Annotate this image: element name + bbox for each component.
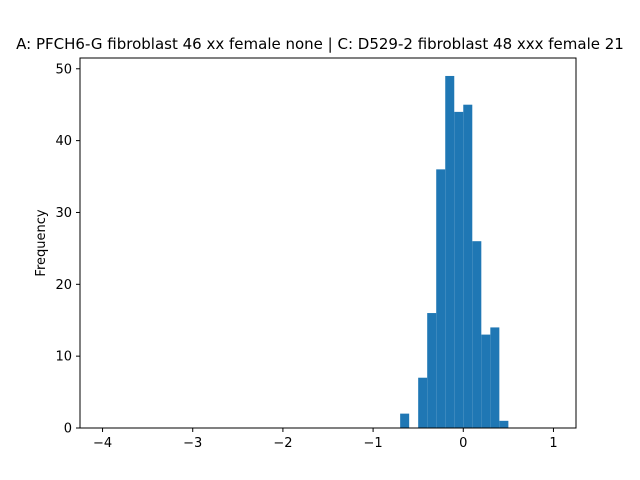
- y-tick-label: 10: [55, 350, 72, 365]
- y-tick-label: 30: [55, 206, 72, 221]
- x-tick-label: −3: [183, 436, 202, 451]
- histogram-bar-8: [481, 334, 491, 428]
- x-tick-label: 1: [549, 436, 557, 451]
- histogram-bar-6: [463, 104, 473, 428]
- histogram-bar-7: [472, 241, 482, 428]
- y-tick-label: 0: [64, 422, 72, 437]
- plot-frame: [79, 57, 577, 429]
- histogram-bar-9: [490, 327, 500, 428]
- histogram-bar-1: [418, 377, 428, 428]
- x-tick-label: −1: [364, 436, 383, 451]
- histogram-bar-5: [454, 111, 464, 428]
- x-tick-label: 0: [459, 436, 467, 451]
- y-tick-label: 20: [55, 278, 72, 293]
- x-tick-label: −2: [273, 436, 292, 451]
- histogram-bar-4: [445, 75, 455, 429]
- histogram-bar-10: [499, 420, 509, 428]
- histogram-bar-0: [400, 413, 410, 428]
- chart-title: A: PFCH6-G fibroblast 46 xx female none …: [16, 35, 624, 53]
- histogram-bar-3: [436, 169, 446, 429]
- y-axis-title: Frequency: [34, 209, 49, 276]
- y-tick-label: 40: [55, 134, 72, 149]
- histogram-bar-2: [427, 313, 437, 428]
- y-tick-label: 50: [55, 62, 72, 77]
- y-axis: 0 10 20 30 40 50: [55, 62, 80, 437]
- x-axis: −4 −3 −2 −1 0 1: [93, 428, 558, 451]
- histogram-bars: [400, 75, 509, 429]
- x-tick-label: −4: [93, 436, 112, 451]
